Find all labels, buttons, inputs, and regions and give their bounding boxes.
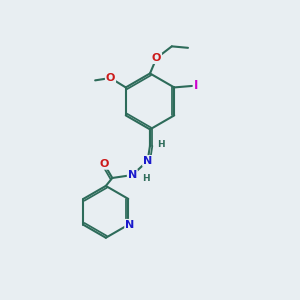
Text: H: H xyxy=(158,140,165,148)
Text: O: O xyxy=(99,159,109,169)
Text: N: N xyxy=(143,156,152,166)
Text: I: I xyxy=(194,80,199,92)
Text: O: O xyxy=(106,73,115,83)
Text: N: N xyxy=(125,220,134,230)
Text: O: O xyxy=(152,53,161,63)
Text: H: H xyxy=(142,174,149,183)
Text: N: N xyxy=(128,170,137,180)
